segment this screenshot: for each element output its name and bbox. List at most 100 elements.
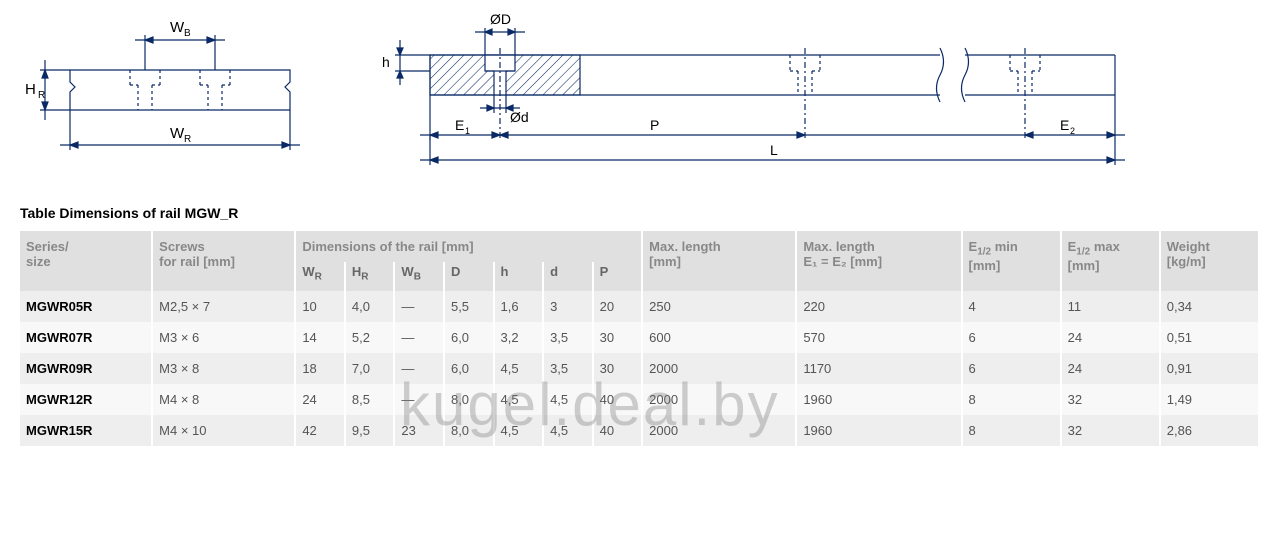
cell-maxlen: 2000	[642, 353, 796, 384]
cell-emin: 6	[962, 353, 1061, 384]
cell-screws: M3 × 8	[152, 353, 295, 384]
svg-text:B: B	[184, 28, 191, 39]
th-wr: WR	[295, 262, 345, 291]
cell-weight: 0,51	[1160, 322, 1259, 353]
cell-emin: 6	[962, 322, 1061, 353]
table-row: MGWR05RM2,5 × 7104,0—5,51,63202502204110…	[20, 291, 1259, 322]
th-emin: E1/2 min [mm]	[962, 231, 1061, 291]
cell-HR: 4,0	[345, 291, 395, 322]
svg-text:R: R	[38, 90, 45, 101]
table-row: MGWR15RM4 × 10429,5238,04,54,54020001960…	[20, 415, 1259, 446]
cell-HR: 7,0	[345, 353, 395, 384]
cell-maxlenE: 570	[796, 322, 961, 353]
th-D: D	[444, 262, 494, 291]
cell-h: 4,5	[494, 353, 544, 384]
cell-WB: 23	[394, 415, 444, 446]
th-dim-group: Dimensions of the rail [mm]	[295, 231, 642, 262]
cell-d: 3,5	[543, 353, 593, 384]
cell-h: 3,2	[494, 322, 544, 353]
cell-emax: 24	[1061, 353, 1160, 384]
cell-WR: 24	[295, 384, 345, 415]
svg-text:E: E	[455, 117, 464, 133]
table-title: Table Dimensions of rail MGW_R	[20, 205, 1260, 221]
cell-weight: 0,34	[1160, 291, 1259, 322]
cell-P: 30	[593, 322, 643, 353]
cell-maxlenE: 1960	[796, 415, 961, 446]
cell-maxlenE: 1170	[796, 353, 961, 384]
cell-weight: 2,86	[1160, 415, 1259, 446]
cross-section-diagram: WB HR WR	[20, 10, 310, 170]
cell-h: 4,5	[494, 384, 544, 415]
svg-text:P: P	[650, 117, 659, 133]
cell-screws: M3 × 6	[152, 322, 295, 353]
th-h: h	[494, 262, 544, 291]
th-maxlen: Max. length [mm]	[642, 231, 796, 291]
th-P: P	[593, 262, 643, 291]
cell-emax: 11	[1061, 291, 1160, 322]
cell-P: 40	[593, 415, 643, 446]
cell-D: 6,0	[444, 322, 494, 353]
cell-WB: —	[394, 291, 444, 322]
cell-P: 20	[593, 291, 643, 322]
cell-h: 1,6	[494, 291, 544, 322]
cell-emin: 4	[962, 291, 1061, 322]
cell-series: MGWR12R	[20, 384, 152, 415]
cell-HR: 5,2	[345, 322, 395, 353]
cell-d: 4,5	[543, 415, 593, 446]
svg-text:ØD: ØD	[490, 11, 511, 27]
svg-text:1: 1	[465, 126, 470, 136]
cell-d: 3	[543, 291, 593, 322]
th-wb: WB	[394, 262, 444, 291]
svg-text:2: 2	[1070, 126, 1075, 136]
cell-screws: M2,5 × 7	[152, 291, 295, 322]
cell-d: 3,5	[543, 322, 593, 353]
th-screws: Screws for rail [mm]	[152, 231, 295, 291]
cell-WR: 42	[295, 415, 345, 446]
cell-emin: 8	[962, 415, 1061, 446]
th-series: Series/ size	[20, 231, 152, 291]
cell-WR: 18	[295, 353, 345, 384]
cell-screws: M4 × 10	[152, 415, 295, 446]
cell-h: 4,5	[494, 415, 544, 446]
diagrams-row: WB HR WR	[20, 10, 1260, 175]
svg-text:W: W	[170, 125, 185, 142]
cell-WR: 10	[295, 291, 345, 322]
cell-WB: —	[394, 353, 444, 384]
th-maxlenE: Max. lengthE₁ = E₂ [mm]	[796, 231, 961, 291]
side-view-diagram: ØD h Ød E1 P E2 L	[370, 10, 1130, 175]
cell-maxlen: 2000	[642, 384, 796, 415]
dimensions-table: Series/ size Screws for rail [mm] Dimens…	[20, 231, 1260, 446]
th-hr: HR	[345, 262, 395, 291]
cell-series: MGWR09R	[20, 353, 152, 384]
cell-screws: M4 × 8	[152, 384, 295, 415]
svg-text:L: L	[770, 142, 778, 158]
svg-text:Ød: Ød	[510, 109, 529, 125]
cell-emax: 32	[1061, 384, 1160, 415]
cell-weight: 1,49	[1160, 384, 1259, 415]
table-row: MGWR12RM4 × 8248,5—8,04,54,5402000196083…	[20, 384, 1259, 415]
cell-maxlenE: 220	[796, 291, 961, 322]
th-emax: E1/2 max [mm]	[1061, 231, 1160, 291]
cell-d: 4,5	[543, 384, 593, 415]
cell-emax: 32	[1061, 415, 1160, 446]
cell-maxlen: 2000	[642, 415, 796, 446]
cell-weight: 0,91	[1160, 353, 1259, 384]
cell-WB: —	[394, 384, 444, 415]
cell-maxlen: 600	[642, 322, 796, 353]
cell-WB: —	[394, 322, 444, 353]
cell-maxlenE: 1960	[796, 384, 961, 415]
cell-series: MGWR07R	[20, 322, 152, 353]
cell-D: 8,0	[444, 415, 494, 446]
cell-WR: 14	[295, 322, 345, 353]
svg-text:R: R	[184, 134, 191, 145]
table-row: MGWR07RM3 × 6145,2—6,03,23,5306005706240…	[20, 322, 1259, 353]
cell-HR: 8,5	[345, 384, 395, 415]
cell-P: 40	[593, 384, 643, 415]
th-weight: Weight [kg/m]	[1160, 231, 1259, 291]
cell-P: 30	[593, 353, 643, 384]
svg-text:H: H	[25, 81, 36, 98]
cell-D: 6,0	[444, 353, 494, 384]
cell-HR: 9,5	[345, 415, 395, 446]
cell-series: MGWR05R	[20, 291, 152, 322]
svg-text:E: E	[1060, 117, 1069, 133]
